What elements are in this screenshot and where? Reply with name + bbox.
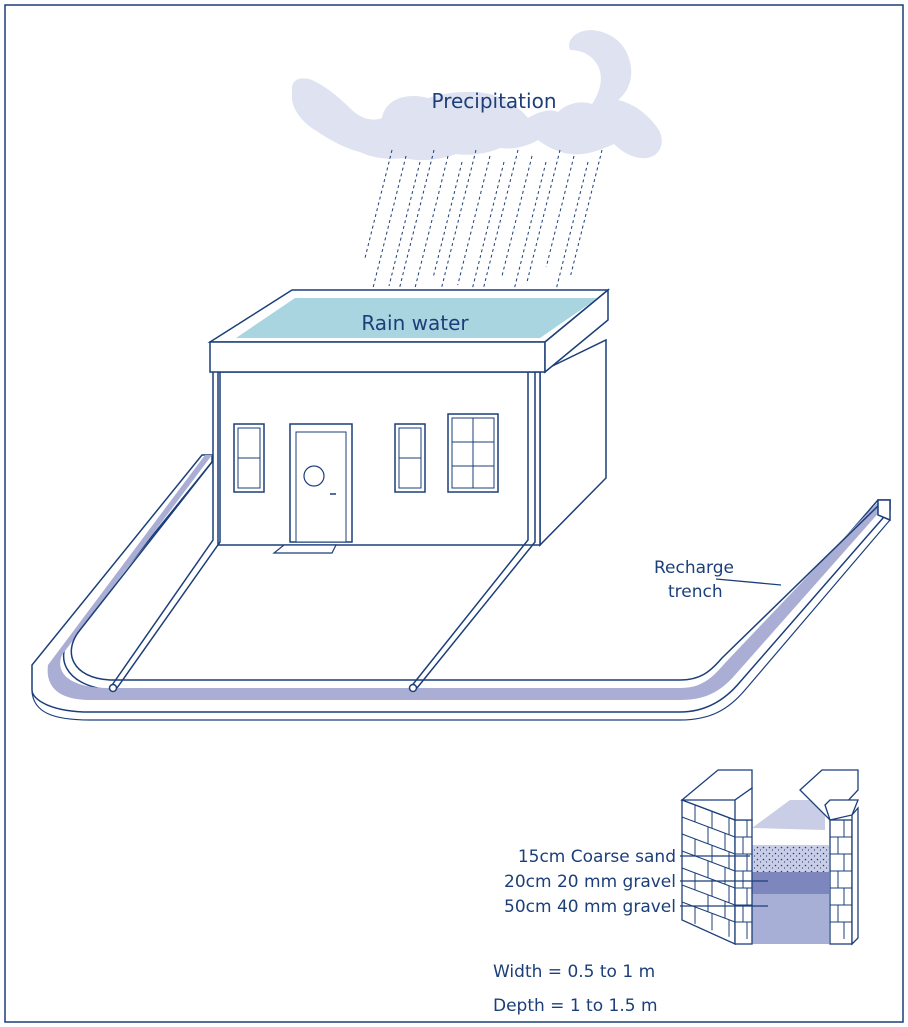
right-wall-cap xyxy=(824,799,859,821)
rain-streak xyxy=(368,155,407,304)
recharge-label-line1: Recharge xyxy=(654,558,734,578)
rain-streak xyxy=(393,149,435,312)
downpipe-left-outlet xyxy=(108,683,118,693)
rain-streak xyxy=(457,155,491,286)
rain-streak xyxy=(501,155,533,277)
layer-label: 50cm 40 mm gravel xyxy=(504,897,676,917)
right-wall-face xyxy=(829,819,853,945)
recharge-leader-line xyxy=(715,578,782,586)
recharge-trench xyxy=(31,454,891,721)
downpipe-right-inner xyxy=(416,372,536,689)
brick-course-line xyxy=(681,901,736,923)
roof-side-fascia xyxy=(544,288,609,374)
precipitation-label: Precipitation xyxy=(431,89,556,113)
door-window xyxy=(303,465,325,487)
downpipe-right xyxy=(409,372,529,689)
roof-water xyxy=(236,298,598,338)
trench-end-cap xyxy=(877,499,891,522)
rain-streak xyxy=(462,161,505,329)
downpipes xyxy=(108,372,536,693)
frame-border xyxy=(4,4,904,1023)
rain-streaks xyxy=(364,149,603,329)
trench-cross-section xyxy=(680,769,859,946)
rain-streak xyxy=(545,155,575,268)
rain-streak xyxy=(526,149,561,285)
rain-streak xyxy=(437,149,477,303)
brick-course-line xyxy=(681,799,736,821)
right-wall-side xyxy=(851,806,859,946)
brick-course-line xyxy=(681,833,736,855)
rain-streak xyxy=(550,161,589,311)
left-wall-top xyxy=(680,769,753,801)
house: Rain water xyxy=(207,288,611,554)
recharge-label-line2: trench xyxy=(668,582,723,602)
brick-course-line xyxy=(681,867,736,889)
roof-front-fascia xyxy=(209,341,546,373)
width-label: Width = 0.5 to 1 m xyxy=(493,962,655,982)
rain-water-label: Rain water xyxy=(361,311,469,335)
section-top-water xyxy=(752,800,825,830)
layer-label: 20cm 20 mm gravel xyxy=(504,872,676,892)
downpipe-left xyxy=(109,372,214,689)
rain-streak xyxy=(481,149,519,294)
house-side-wall xyxy=(539,338,607,547)
rain-streak xyxy=(432,161,463,278)
depth-label: Depth = 1 to 1.5 m xyxy=(493,996,658,1016)
right-wall-top xyxy=(799,769,859,821)
downpipe-right-outlet xyxy=(408,683,418,693)
layer-label: 15cm Coarse sand xyxy=(518,847,676,867)
downpipe-left-inner xyxy=(116,372,221,689)
layer-20mm-gravel xyxy=(752,872,829,894)
rain-streak xyxy=(364,149,393,261)
trench-lower-edge xyxy=(31,519,891,721)
right-wall-bricks xyxy=(830,819,852,939)
cloud xyxy=(292,30,662,161)
left-wall-bricks xyxy=(681,799,752,939)
door-inner xyxy=(295,431,347,543)
layer-labels: 15cm Coarse sand 20cm 20 mm gravel 50cm 40… xyxy=(504,847,768,917)
door-step xyxy=(272,544,337,554)
layer-40mm-gravel xyxy=(752,894,829,944)
trench-inner-edge xyxy=(70,461,879,681)
layer-coarse-sand-dots xyxy=(752,845,829,872)
rain-streak xyxy=(413,155,449,295)
